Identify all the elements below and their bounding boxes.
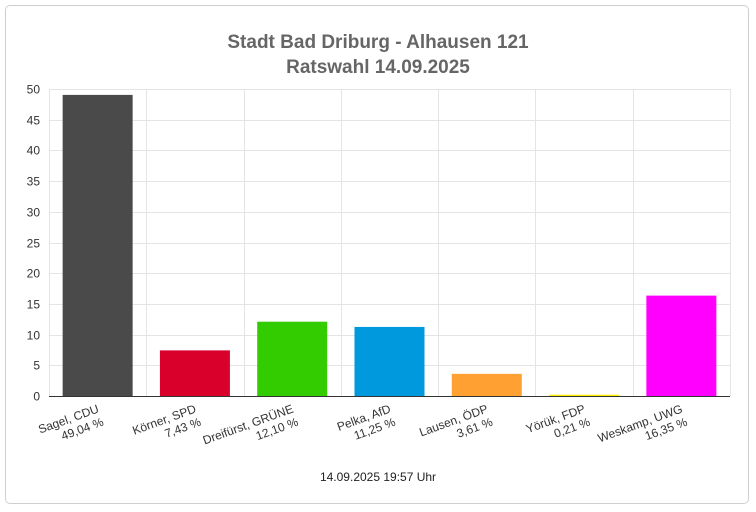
y-tick-label: 20 bbox=[27, 267, 41, 281]
bar-6 bbox=[646, 295, 717, 396]
y-tick-label: 0 bbox=[33, 390, 40, 404]
y-tick-label: 5 bbox=[33, 359, 40, 373]
x-tick-label: Lausen, ÖDP3,61 % bbox=[417, 402, 495, 453]
chart-title: Stadt Bad Driburg - Alhausen 121 bbox=[227, 32, 529, 53]
x-tick-label: Pelka, AfD11,25 % bbox=[335, 402, 398, 448]
x-tick-label: Sagel, CDU49,04 % bbox=[36, 402, 105, 450]
y-tick-label: 50 bbox=[27, 83, 41, 97]
y-tick-label: 45 bbox=[27, 114, 41, 128]
bar-0 bbox=[62, 94, 133, 396]
timestamp-footer: 14.09.2025 19:57 Uhr bbox=[319, 470, 437, 484]
y-tick-label: 35 bbox=[27, 175, 41, 189]
x-tick-label: Körner, SPD7,43 % bbox=[130, 402, 203, 451]
y-tick-label: 30 bbox=[27, 206, 41, 220]
chart-subtitle: Ratswahl 14.09.2025 bbox=[286, 57, 470, 78]
y-tick-label: 15 bbox=[27, 298, 41, 312]
bar-5 bbox=[549, 394, 620, 396]
x-tick-label: Weskamp, UWG16,35 % bbox=[596, 402, 690, 459]
bar-1 bbox=[159, 350, 230, 396]
x-tick-label: Dreifürst, GRÜNE12,10 % bbox=[201, 402, 300, 461]
y-tick-label: 40 bbox=[27, 144, 41, 158]
x-tick-label: Yörük, FDP0,21 % bbox=[524, 402, 592, 450]
y-tick-label: 10 bbox=[27, 329, 41, 343]
bar-3 bbox=[354, 326, 425, 396]
y-tick-label: 25 bbox=[27, 237, 41, 251]
bar-4 bbox=[451, 373, 522, 396]
bar-2 bbox=[257, 321, 328, 396]
